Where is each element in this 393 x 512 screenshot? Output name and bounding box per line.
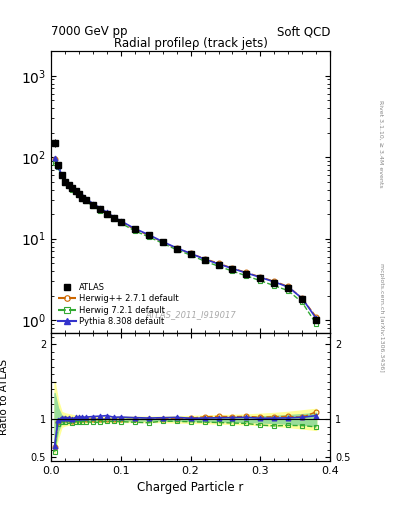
Text: mcplots.cern.ch [arXiv:1306.3436]: mcplots.cern.ch [arXiv:1306.3436] — [379, 263, 384, 372]
Text: Rivet 3.1.10, ≥ 3.4M events: Rivet 3.1.10, ≥ 3.4M events — [379, 99, 384, 187]
Text: Soft QCD: Soft QCD — [277, 26, 330, 38]
Text: 7000 GeV pp: 7000 GeV pp — [51, 26, 128, 38]
Text: ATLAS_2011_I919017: ATLAS_2011_I919017 — [145, 310, 236, 318]
X-axis label: Charged Particle r: Charged Particle r — [138, 481, 244, 494]
Legend: ATLAS, Herwig++ 2.7.1 default, Herwig 7.2.1 default, Pythia 8.308 default: ATLAS, Herwig++ 2.7.1 default, Herwig 7.… — [55, 280, 182, 329]
Title: Radial profileρ (track jets): Radial profileρ (track jets) — [114, 37, 268, 50]
Y-axis label: Ratio to ATLAS: Ratio to ATLAS — [0, 359, 9, 435]
